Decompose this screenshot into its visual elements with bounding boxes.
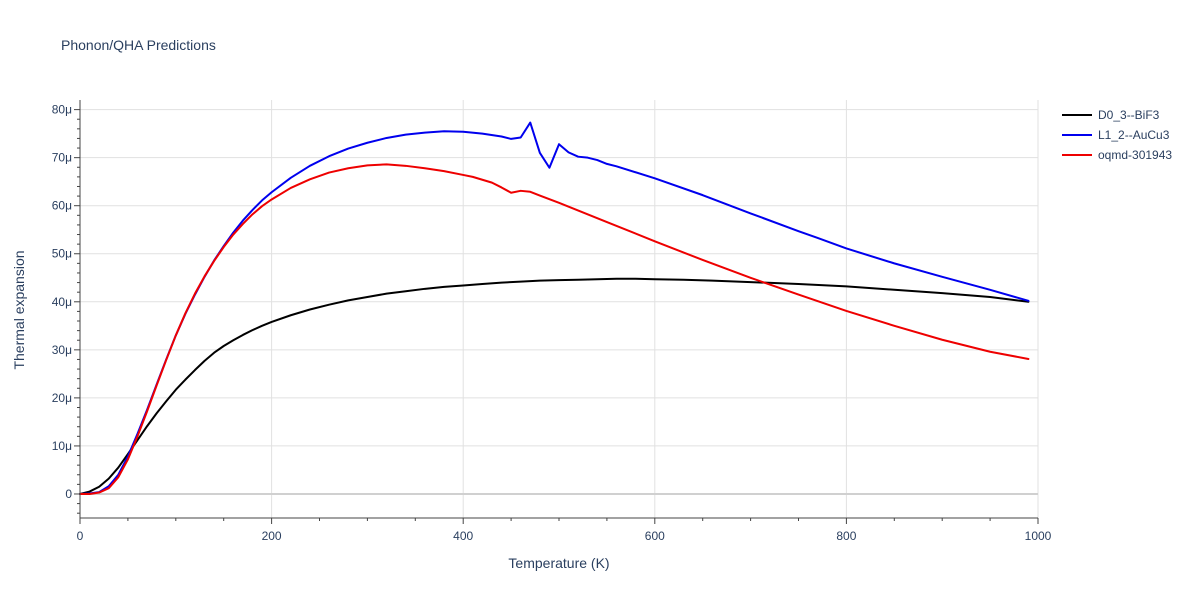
y-tick-label: 80μ: [52, 103, 72, 117]
series-line-oqmd-301943[interactable]: [79, 163, 1030, 495]
y-tick-label: 0: [65, 487, 72, 501]
y-tick-label: 60μ: [52, 199, 72, 213]
legend-item-oqmd-301943[interactable]: oqmd-301943: [1062, 148, 1172, 162]
legend: D0_3--BiF3 L1_2--AuCu3 oqmd-301943: [1062, 108, 1172, 162]
x-axis-title: Temperature (K): [508, 555, 609, 571]
y-tick-label: 40μ: [52, 295, 72, 309]
series-layer: [79, 121, 1030, 495]
legend-label: L1_2--AuCu3: [1098, 128, 1170, 142]
legend-label: oqmd-301943: [1098, 148, 1172, 162]
chart-title: Phonon/QHA Predictions: [61, 37, 216, 53]
y-tick-label: 10μ: [52, 439, 72, 453]
grid-layer: [80, 100, 1039, 518]
y-tick-label: 50μ: [52, 247, 72, 261]
x-tick-label: 600: [645, 529, 665, 543]
x-tick-label: 200: [262, 529, 282, 543]
legend-item-L1_2--AuCu3[interactable]: L1_2--AuCu3: [1062, 128, 1170, 142]
x-tick-label: 0: [77, 529, 84, 543]
y-tick-label: 70μ: [52, 151, 72, 165]
axis-layer: 0 200 400 600 800 1000 0 10μ 20μ 30μ 40μ 50μ 60μ 70μ 8…: [52, 100, 1052, 543]
y-tick-label: 30μ: [52, 343, 72, 357]
series-line-D0_3--BiF3[interactable]: [79, 277, 1030, 495]
legend-label: D0_3--BiF3: [1098, 108, 1160, 122]
y-tick-label: 20μ: [52, 391, 72, 405]
legend-item-D0_3--BiF3[interactable]: D0_3--BiF3: [1062, 108, 1160, 122]
x-tick-label: 800: [836, 529, 856, 543]
x-tick-label: 400: [453, 529, 473, 543]
y-axis-title: Thermal expansion: [11, 250, 27, 369]
x-tick-label: 1000: [1025, 529, 1052, 543]
